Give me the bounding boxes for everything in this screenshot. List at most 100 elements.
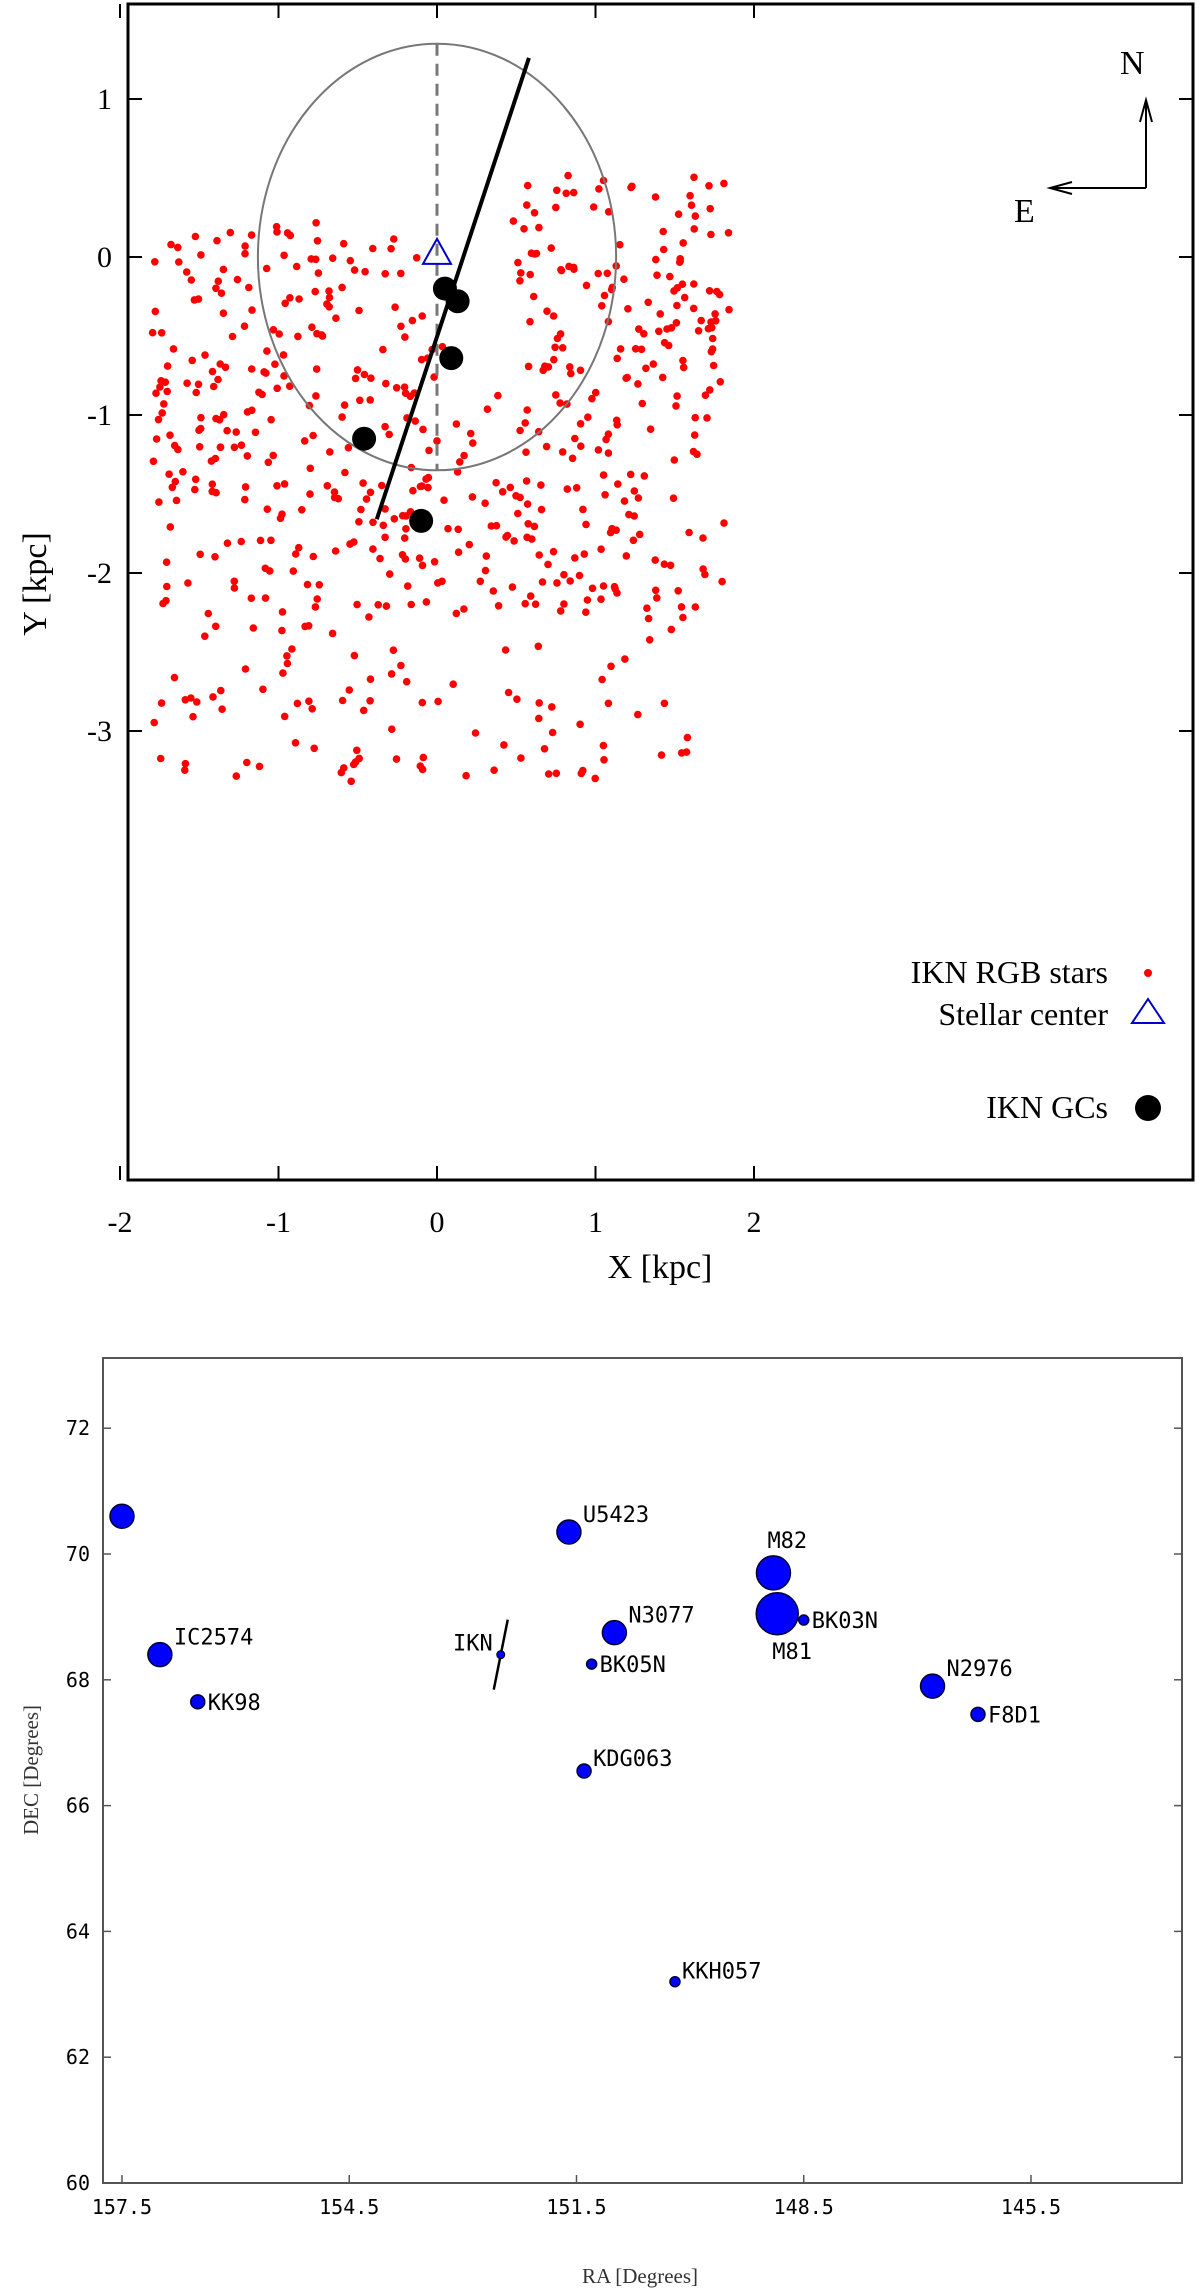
- rgb-star-point: [366, 396, 375, 404]
- rgb-star-point: [366, 675, 375, 683]
- rgb-star-point: [323, 482, 332, 490]
- rgb-star-point: [237, 441, 246, 450]
- rgb-star-point: [558, 448, 567, 456]
- rgb-star-point: [693, 450, 701, 459]
- y-axis-label-dec: DEC [Degrees]: [19, 1705, 43, 1835]
- rgb-star-point: [579, 505, 587, 514]
- rgb-star-point: [419, 753, 428, 762]
- rgb-star-point: [355, 518, 363, 526]
- rgb-star-point: [279, 669, 287, 677]
- rgb-star-point: [328, 629, 337, 638]
- rgb-star-point: [171, 477, 180, 486]
- rgb-star-point: [243, 452, 252, 460]
- rgb-star-point: [720, 519, 728, 527]
- rgb-star-point: [549, 547, 558, 556]
- rgb-star-point: [517, 269, 525, 277]
- rgb-star-point: [230, 443, 239, 452]
- rgb-star-point: [707, 347, 716, 356]
- rgb-star-point: [580, 550, 589, 558]
- rgb-star-point: [598, 302, 606, 310]
- rgb-star-point: [623, 373, 631, 382]
- rgb-star-point: [273, 482, 281, 490]
- rgb-star-point: [711, 310, 719, 318]
- rgb-star-point: [535, 714, 543, 723]
- rgb-star-point: [598, 675, 606, 684]
- rgb-star-point: [591, 388, 600, 397]
- rgb-star-point: [523, 406, 531, 414]
- rgb-star-point: [167, 240, 175, 249]
- rgb-star-point: [724, 229, 733, 237]
- rgb-star-point: [247, 231, 256, 239]
- legend-label-rgb-stars: IKN RGB stars: [911, 954, 1108, 990]
- rgb-star-point: [531, 600, 540, 608]
- rgb-star-point: [697, 316, 705, 325]
- rgb-star-point: [166, 523, 175, 531]
- rgb-star-point: [557, 266, 566, 275]
- rgb-star-point: [392, 755, 401, 763]
- galaxy-label: BK03N: [812, 1609, 878, 1634]
- rgb-star-point: [487, 522, 496, 530]
- rgb-star-point: [151, 307, 160, 316]
- rgb-star-point: [553, 579, 561, 587]
- rgb-star-point: [264, 458, 273, 467]
- galaxy-map-ticks: 157.5 154.5 151.5 148.5 145.5 72 70 68 66 64 62 60: [66, 1416, 1182, 2219]
- rgb-star-point: [219, 265, 228, 274]
- rgb-star-point: [481, 499, 489, 508]
- rgb-star-point: [174, 243, 182, 252]
- rgb-star-point: [512, 492, 520, 500]
- rgb-star-point: [433, 437, 441, 445]
- rgb-star-point: [635, 530, 644, 539]
- rgb-star-point: [674, 587, 682, 595]
- rgb-star-point: [347, 777, 356, 786]
- rgb-star-point: [362, 495, 371, 503]
- rgb-star-point: [504, 688, 513, 697]
- galaxy-map-panel: 157.5 154.5 151.5 148.5 145.572706866646260 …: [19, 1357, 1183, 2288]
- rgb-star-point: [530, 522, 539, 531]
- rgb-star-point: [379, 345, 387, 354]
- rgb-star-point: [312, 365, 321, 373]
- galaxy-marker: [755, 1592, 799, 1636]
- rgb-star-point: [369, 545, 377, 553]
- rgb-star-point: [204, 609, 213, 618]
- rgb-star-point: [365, 613, 373, 621]
- rgb-star-point: [182, 268, 191, 276]
- rgb-star-point: [422, 475, 430, 483]
- rgb-star-point: [708, 334, 717, 343]
- rgb-star-point: [201, 351, 209, 359]
- rgb-star-point: [516, 277, 524, 285]
- rgb-star-point: [575, 571, 584, 580]
- ikn-marker: IKN: [453, 1619, 509, 1690]
- rgb-star-point: [489, 587, 498, 595]
- rgb-star-point: [611, 585, 619, 593]
- rgb-star-point: [659, 227, 667, 236]
- rgb-star-point: [412, 253, 421, 262]
- rgb-star-point: [501, 646, 510, 654]
- legend-marker-stellar-center: [1130, 997, 1166, 1024]
- rgb-star-point: [163, 387, 171, 396]
- rgb-star-point: [249, 624, 258, 632]
- rgb-star-point: [582, 608, 590, 616]
- rgb-star-point: [614, 480, 622, 488]
- rgb-star-point: [422, 598, 431, 606]
- rgb-star-point: [392, 384, 401, 392]
- rgb-star-point: [514, 509, 522, 518]
- galaxy-label: KDG063: [593, 1747, 672, 1772]
- rgb-star-point: [325, 287, 333, 295]
- rgb-star-point: [181, 759, 190, 768]
- rgb-star-point: [397, 322, 405, 331]
- rgb-star-point: [208, 487, 216, 496]
- galaxy-marker: [576, 1763, 592, 1779]
- rgb-star-point: [604, 430, 613, 439]
- rgb-star-point: [369, 518, 377, 527]
- rgb-star-point: [564, 171, 572, 180]
- rgb-star-point: [567, 369, 575, 378]
- rgb-star-point: [259, 685, 267, 694]
- rgb-star-point: [232, 428, 240, 436]
- rgb-star-point: [361, 267, 369, 276]
- rgb-star-point: [258, 390, 266, 399]
- rgb-star-point: [148, 328, 157, 337]
- rgb-star-point: [230, 584, 239, 592]
- rgb-star-point: [669, 494, 678, 503]
- rgb-star-point: [549, 312, 558, 320]
